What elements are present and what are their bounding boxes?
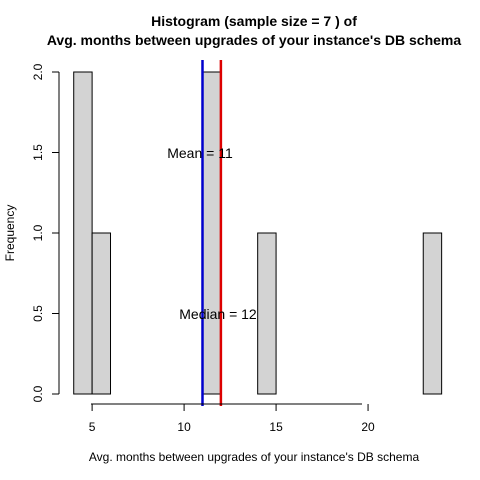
x-tick-label: 20: [361, 420, 375, 434]
histogram-bar: [257, 232, 277, 395]
reference-lines: [201, 60, 223, 406]
chart-title-line-2: Avg. months between upgrades of your ins…: [47, 32, 462, 48]
chart-title-line-1: Histogram (sample size = 7 ) of: [151, 13, 357, 29]
histogram-bar: [73, 71, 93, 395]
histogram-bar: [422, 232, 443, 395]
x-axis-label: Avg. months between upgrades of your ins…: [89, 450, 420, 464]
mean-label: Mean = 11: [167, 145, 233, 161]
y-tick-label: 2.0: [31, 63, 45, 80]
y-tick-label: 1.0: [31, 224, 45, 241]
histogram-bar: [91, 232, 112, 395]
y-tick-label: 0.5: [31, 305, 45, 322]
x-tick-label: 5: [89, 420, 96, 434]
y-tick-label: 0.0: [31, 385, 45, 402]
y-axis-label: Frequency: [3, 205, 17, 262]
y-tick-label: 1.5: [31, 144, 45, 161]
x-axis-ticks: 5 10 15 20: [89, 404, 375, 434]
y-axis-ticks: 0.0 0.5 1.0 1.5 2.0: [31, 63, 59, 402]
histogram-bar: [201, 71, 222, 395]
x-tick-label: 10: [177, 420, 191, 434]
histogram-bars: [73, 71, 443, 395]
x-tick-label: 15: [269, 420, 283, 434]
median-label: Median = 12: [179, 306, 257, 322]
